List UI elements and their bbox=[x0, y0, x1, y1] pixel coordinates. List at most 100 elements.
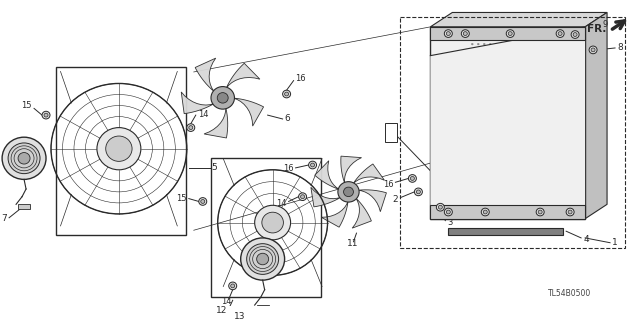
Circle shape bbox=[513, 32, 515, 33]
Circle shape bbox=[477, 49, 479, 51]
Circle shape bbox=[483, 66, 485, 68]
Circle shape bbox=[338, 182, 359, 202]
Circle shape bbox=[513, 130, 515, 131]
Circle shape bbox=[414, 188, 422, 196]
Circle shape bbox=[556, 32, 557, 33]
Circle shape bbox=[472, 141, 473, 143]
Circle shape bbox=[460, 176, 461, 177]
Circle shape bbox=[472, 95, 473, 97]
Circle shape bbox=[519, 43, 521, 45]
Circle shape bbox=[460, 135, 461, 137]
Circle shape bbox=[531, 84, 533, 85]
Circle shape bbox=[549, 61, 551, 62]
Circle shape bbox=[543, 84, 545, 85]
Circle shape bbox=[460, 193, 461, 195]
Circle shape bbox=[556, 55, 557, 56]
Circle shape bbox=[495, 182, 497, 183]
Circle shape bbox=[531, 66, 533, 68]
Circle shape bbox=[483, 210, 485, 212]
Circle shape bbox=[460, 107, 461, 108]
Circle shape bbox=[465, 55, 467, 56]
Circle shape bbox=[567, 101, 569, 102]
Circle shape bbox=[8, 143, 40, 174]
Circle shape bbox=[446, 32, 451, 35]
Circle shape bbox=[501, 66, 503, 68]
Circle shape bbox=[573, 72, 575, 74]
Circle shape bbox=[408, 174, 417, 182]
Circle shape bbox=[567, 176, 569, 177]
Circle shape bbox=[519, 38, 521, 39]
Circle shape bbox=[525, 43, 527, 45]
Text: 14: 14 bbox=[198, 110, 208, 119]
Circle shape bbox=[561, 152, 563, 154]
Polygon shape bbox=[585, 12, 607, 219]
Circle shape bbox=[501, 204, 503, 206]
Circle shape bbox=[573, 147, 575, 149]
Circle shape bbox=[537, 164, 539, 166]
Circle shape bbox=[567, 199, 569, 200]
Circle shape bbox=[460, 199, 461, 200]
Circle shape bbox=[495, 38, 497, 39]
Circle shape bbox=[519, 210, 521, 212]
Circle shape bbox=[460, 66, 461, 68]
Bar bbox=[56, 67, 186, 235]
Circle shape bbox=[483, 112, 485, 114]
Bar bbox=[257, 305, 269, 310]
Circle shape bbox=[483, 43, 485, 45]
Circle shape bbox=[513, 164, 515, 166]
Circle shape bbox=[508, 32, 509, 33]
Circle shape bbox=[561, 72, 563, 74]
Circle shape bbox=[472, 193, 473, 195]
Circle shape bbox=[525, 84, 527, 85]
Circle shape bbox=[447, 170, 449, 172]
Circle shape bbox=[531, 147, 533, 149]
Circle shape bbox=[447, 112, 449, 114]
Circle shape bbox=[435, 164, 437, 166]
Circle shape bbox=[447, 164, 449, 166]
Circle shape bbox=[561, 107, 563, 108]
Circle shape bbox=[472, 130, 473, 131]
Circle shape bbox=[477, 176, 479, 177]
Circle shape bbox=[508, 210, 509, 212]
Circle shape bbox=[508, 170, 509, 172]
Circle shape bbox=[543, 130, 545, 131]
Circle shape bbox=[447, 107, 449, 108]
Circle shape bbox=[435, 152, 437, 154]
Circle shape bbox=[472, 159, 473, 160]
Circle shape bbox=[453, 95, 455, 97]
Circle shape bbox=[447, 101, 449, 102]
Circle shape bbox=[490, 84, 491, 85]
Circle shape bbox=[561, 182, 563, 183]
Polygon shape bbox=[315, 161, 339, 189]
Circle shape bbox=[495, 204, 497, 206]
Circle shape bbox=[447, 84, 449, 85]
Circle shape bbox=[483, 107, 485, 108]
Circle shape bbox=[567, 141, 569, 143]
Circle shape bbox=[283, 90, 291, 98]
Circle shape bbox=[543, 78, 545, 79]
Circle shape bbox=[472, 84, 473, 85]
Circle shape bbox=[531, 72, 533, 74]
Circle shape bbox=[472, 170, 473, 172]
Circle shape bbox=[573, 130, 575, 131]
Circle shape bbox=[525, 159, 527, 160]
Circle shape bbox=[472, 152, 473, 154]
Circle shape bbox=[519, 84, 521, 85]
Circle shape bbox=[508, 141, 509, 143]
Circle shape bbox=[525, 199, 527, 200]
Circle shape bbox=[472, 49, 473, 51]
Circle shape bbox=[211, 86, 234, 109]
Circle shape bbox=[519, 89, 521, 91]
Circle shape bbox=[537, 101, 539, 102]
Circle shape bbox=[453, 204, 455, 206]
Circle shape bbox=[556, 61, 557, 62]
Circle shape bbox=[495, 193, 497, 195]
Circle shape bbox=[495, 101, 497, 102]
Circle shape bbox=[483, 95, 485, 97]
Circle shape bbox=[561, 193, 563, 195]
Circle shape bbox=[435, 204, 437, 206]
Circle shape bbox=[573, 49, 575, 51]
Circle shape bbox=[573, 187, 575, 189]
Circle shape bbox=[501, 101, 503, 102]
Circle shape bbox=[543, 199, 545, 200]
